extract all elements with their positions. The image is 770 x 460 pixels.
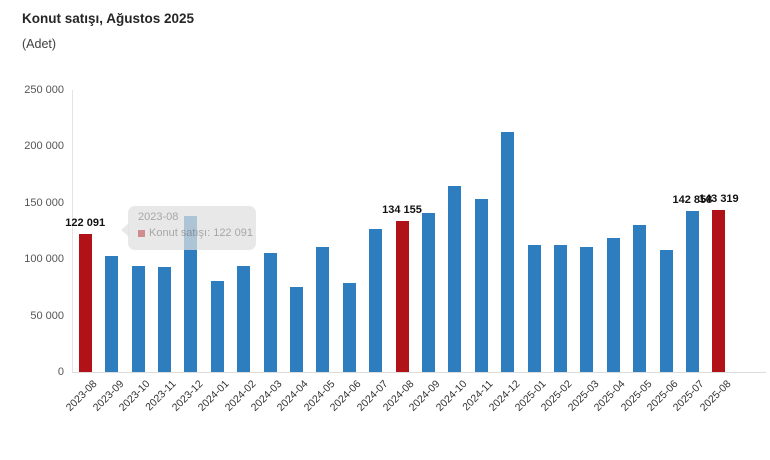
bar-2024-02[interactable] bbox=[237, 266, 251, 372]
y-axis-line bbox=[72, 90, 73, 372]
bar-2025-02[interactable] bbox=[553, 244, 567, 372]
bar-2025-03[interactable] bbox=[580, 247, 594, 372]
chart-title: Konut satışı, Ağustos 2025 bbox=[22, 11, 195, 26]
tooltip-header: 2023-08 bbox=[138, 211, 179, 223]
bar-value-label: 142 858 bbox=[672, 193, 713, 206]
bar-2024-03[interactable] bbox=[263, 253, 277, 372]
bar-2024-04[interactable] bbox=[289, 286, 303, 372]
bar-2023-08[interactable] bbox=[78, 234, 92, 372]
y-axis-tick-label: 100 000 bbox=[24, 253, 64, 266]
bar-2023-09[interactable] bbox=[105, 256, 119, 372]
tooltip-line: Konut satışı: 122 091 bbox=[138, 227, 253, 239]
bar-2025-08[interactable] bbox=[712, 210, 726, 372]
tooltip: 2023-08 Konut satışı: 122 091 bbox=[121, 206, 256, 250]
bar-2023-12[interactable] bbox=[184, 215, 198, 372]
bar-value-label: 122 091 bbox=[65, 217, 106, 230]
y-axis-tick-label: 0 bbox=[57, 366, 64, 378]
bar-2024-09[interactable] bbox=[421, 213, 435, 372]
y-axis-tick-label: 150 000 bbox=[24, 196, 64, 209]
tooltip-arrow-icon bbox=[121, 223, 129, 237]
tooltip-series-marker-icon bbox=[138, 229, 145, 237]
bar-2024-12[interactable] bbox=[501, 132, 515, 372]
bar-2025-07[interactable] bbox=[685, 210, 699, 372]
y-axis-tick-label: 250 000 bbox=[24, 84, 64, 96]
tooltip-text: Konut satışı: 122 091 bbox=[149, 227, 253, 239]
x-axis-line bbox=[72, 372, 766, 373]
bar-2024-11[interactable] bbox=[474, 199, 488, 372]
bar-value-label: 134 155 bbox=[382, 203, 422, 216]
bar-2025-06[interactable] bbox=[659, 250, 673, 372]
bar-2024-01[interactable] bbox=[210, 281, 224, 372]
bar-value-label: 143 319 bbox=[698, 193, 739, 206]
y-axis-tick-label: 50 000 bbox=[30, 309, 64, 322]
bar-2024-06[interactable] bbox=[342, 282, 356, 372]
bar-2025-01[interactable] bbox=[527, 245, 541, 372]
bar-2024-08[interactable] bbox=[395, 220, 409, 372]
bar-2025-04[interactable] bbox=[606, 238, 620, 372]
bar-2023-11[interactable] bbox=[157, 266, 171, 372]
bar-2024-07[interactable] bbox=[369, 228, 383, 372]
bar-2025-05[interactable] bbox=[633, 225, 647, 372]
bar-2024-10[interactable] bbox=[448, 185, 462, 372]
tooltip-content: 2023-08 Konut satışı: 122 091 bbox=[128, 206, 256, 244]
y-axis-tick-label: 200 000 bbox=[24, 140, 64, 153]
chart-subtitle: (Adet) bbox=[22, 37, 57, 51]
bar-2024-05[interactable] bbox=[316, 247, 330, 372]
bar-2023-10[interactable] bbox=[131, 266, 145, 372]
